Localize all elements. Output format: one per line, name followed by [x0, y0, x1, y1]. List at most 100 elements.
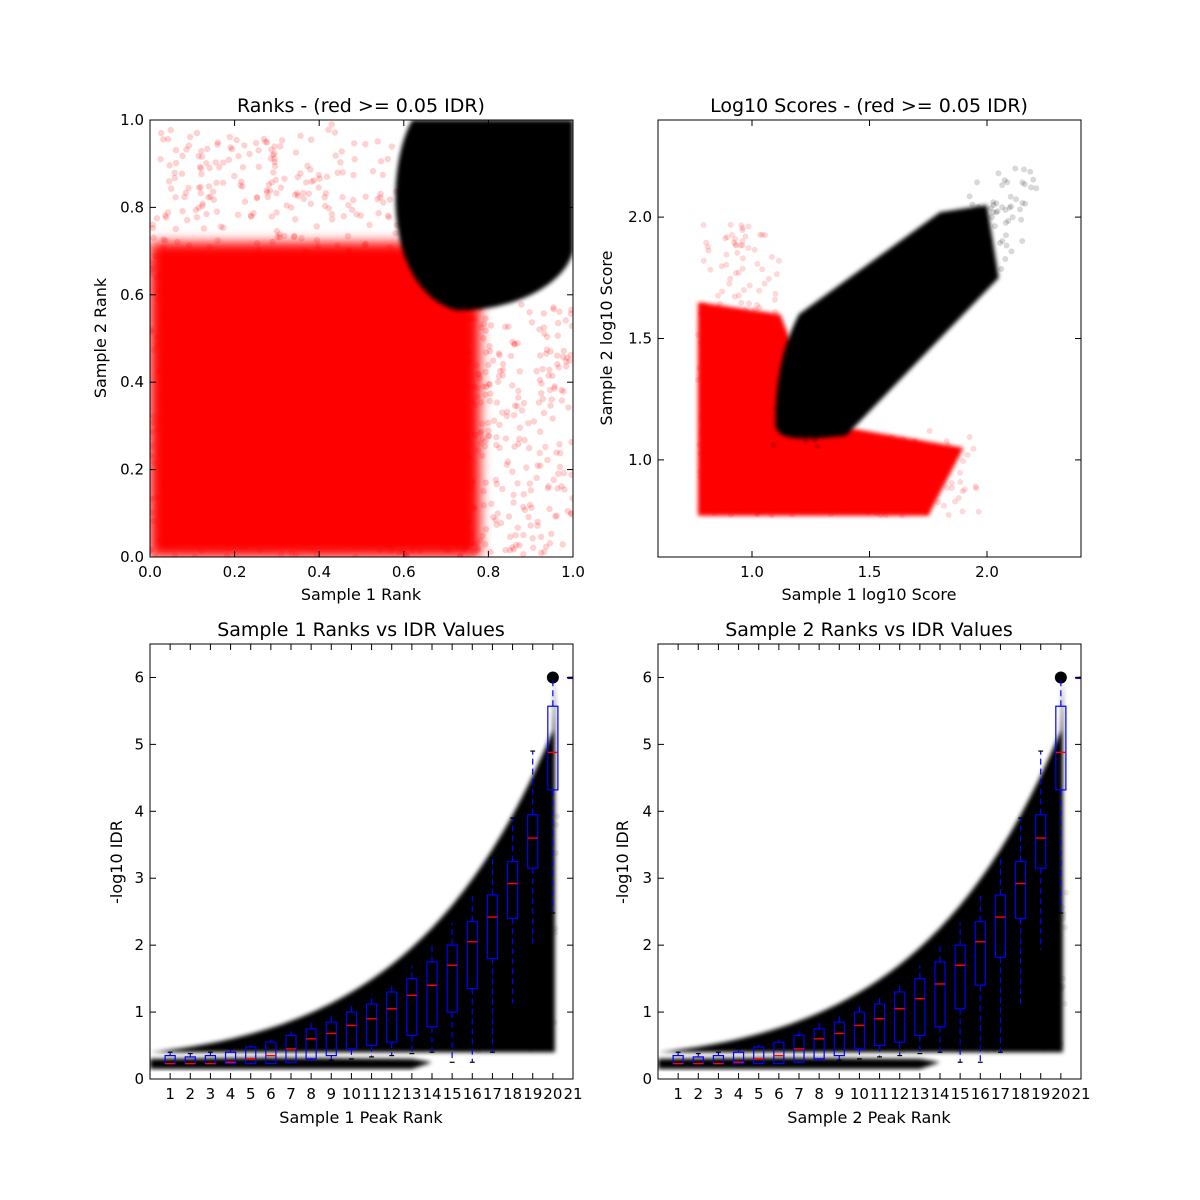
idr-point — [509, 869, 516, 876]
red-point — [882, 489, 889, 496]
red-point — [408, 331, 415, 339]
red-point — [471, 505, 478, 512]
red-point — [757, 357, 764, 364]
idr-point — [551, 1019, 558, 1026]
black-point — [872, 348, 879, 355]
red-point — [283, 506, 291, 513]
black-point — [973, 268, 980, 275]
red-point — [727, 221, 734, 228]
red-point — [445, 327, 452, 334]
idr-point — [445, 1018, 452, 1025]
red-point — [362, 481, 369, 489]
red-point — [477, 430, 484, 437]
red-point — [780, 438, 787, 445]
red-point — [200, 281, 208, 289]
red-point — [441, 384, 448, 391]
y-tick-label: 4 — [134, 802, 144, 820]
idr-point — [528, 925, 535, 932]
red-point — [770, 493, 777, 500]
red-point — [772, 350, 779, 357]
red-point — [321, 194, 328, 201]
red-point — [374, 293, 381, 301]
black-point — [812, 424, 819, 431]
black-point — [800, 395, 807, 402]
red-point — [212, 262, 220, 269]
red-point — [851, 473, 858, 480]
idr-point — [522, 909, 529, 916]
red-point — [728, 480, 735, 487]
black-point — [980, 231, 987, 238]
black-point — [971, 207, 978, 214]
red-point — [348, 438, 356, 445]
idr-point — [987, 1010, 994, 1017]
red-point — [205, 282, 213, 290]
red-point — [720, 337, 727, 344]
idr-point — [924, 991, 931, 998]
red-point — [210, 196, 218, 203]
red-point — [933, 476, 940, 483]
idr-point — [410, 986, 417, 993]
red-point — [468, 485, 475, 492]
idr-point — [489, 924, 496, 931]
red-point — [223, 278, 230, 285]
red-point — [193, 437, 200, 445]
red-point — [518, 407, 526, 414]
red-point — [556, 308, 563, 315]
red-point — [719, 351, 726, 358]
red-point — [166, 162, 173, 169]
x-tick-label: 14 — [930, 1085, 949, 1103]
red-point — [153, 215, 161, 222]
idr-point — [440, 1039, 447, 1046]
idr-point — [439, 949, 446, 956]
x-tick-label: 14 — [422, 1085, 441, 1103]
red-point — [195, 204, 202, 211]
red-point — [347, 458, 355, 465]
black-point — [816, 387, 823, 394]
idr-point — [937, 1015, 944, 1022]
red-point — [747, 434, 754, 441]
red-point — [413, 456, 421, 463]
red-point — [302, 360, 309, 367]
red-point — [327, 520, 334, 527]
red-point — [169, 465, 176, 472]
y-tick-label: 1.0 — [628, 451, 652, 469]
red-point — [458, 482, 465, 490]
red-point — [884, 439, 891, 446]
red-point — [742, 481, 749, 488]
red-point — [199, 299, 206, 306]
idr-point — [466, 1018, 473, 1025]
red-point — [312, 435, 319, 443]
black-point — [953, 252, 960, 259]
red-point — [456, 552, 464, 557]
red-point — [712, 356, 719, 363]
red-point — [377, 480, 384, 488]
black-point — [962, 222, 969, 229]
red-point — [885, 497, 892, 504]
idr-point — [428, 1006, 435, 1013]
red-point — [323, 346, 331, 354]
red-point — [252, 314, 259, 322]
red-point — [518, 301, 525, 308]
red-point — [399, 278, 406, 286]
red-point — [853, 505, 860, 512]
red-point — [539, 365, 546, 373]
black-point — [907, 285, 914, 292]
red-point — [292, 272, 300, 280]
red-point — [536, 376, 544, 384]
black-point — [879, 357, 886, 364]
red-point — [231, 374, 238, 382]
red-point — [242, 340, 249, 347]
red-point — [361, 454, 369, 462]
red-point — [282, 262, 289, 270]
red-point — [710, 447, 717, 454]
red-point — [285, 456, 292, 463]
idr-point — [429, 973, 436, 980]
red-point — [349, 482, 357, 489]
red-point — [277, 184, 285, 191]
idr-point — [542, 934, 549, 941]
black-point — [848, 317, 855, 324]
red-point — [716, 300, 723, 307]
red-point — [220, 159, 227, 166]
red-point — [162, 212, 169, 219]
idr-point — [459, 945, 466, 952]
